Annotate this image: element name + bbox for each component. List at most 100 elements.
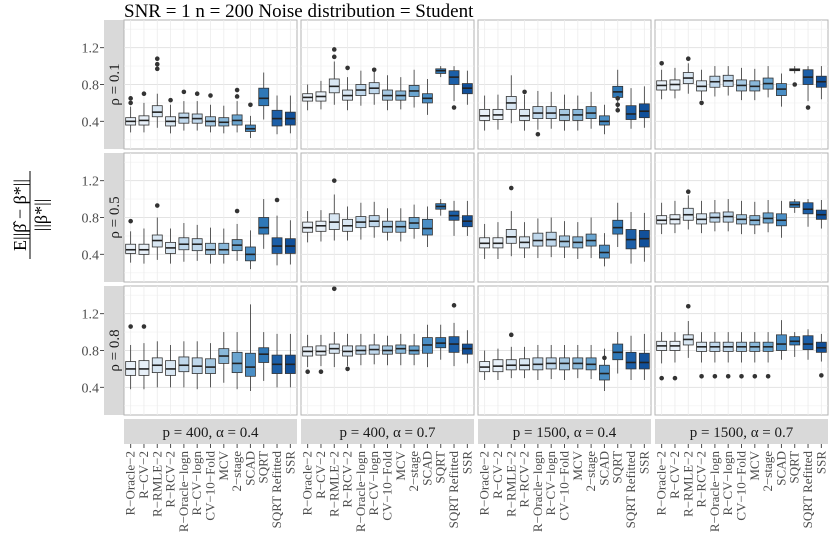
outlier-point [535,131,541,137]
outlier-point [451,303,457,308]
boxplot-R−CV−logn [722,66,734,96]
boxplot-SCAD [599,348,610,392]
outlier-point [659,375,664,381]
boxplot-2−stage [762,66,774,98]
outlier-point [699,374,704,379]
boxplot-SSR [638,86,650,128]
boxplot-R−CV−2 [492,94,504,130]
outlier-point [712,374,718,379]
box [165,360,176,376]
boxplot-2−stage [408,333,420,366]
boxplot-R−CV−logn [368,67,380,105]
outlier-point [274,197,280,203]
box [258,347,270,363]
boxplot-MCV [572,344,584,379]
y-tick-label: 0.4 [82,115,100,130]
column-strip-label: p = 1500, α = 0.4 [513,425,617,441]
boxplot-R−CV−2 [669,332,681,381]
boxplot-R−CV−logn [191,341,203,390]
x-tick-label: CV−10−Fold [380,451,395,521]
x-tick-label: R−CV−logn [543,451,558,516]
box [599,244,610,259]
outlier-point [128,100,133,106]
outlier-point [765,374,771,379]
boxplot-R−RMLE−2 [505,75,517,124]
outlier-point [248,102,253,108]
boxplot-R−Oracle−logn [355,70,367,106]
boxplot-MCV [749,332,761,379]
boxplot-R−RCV−2 [342,206,353,241]
y-tick-label: 0.8 [82,212,100,227]
x-tick-label: R−RCV−2 [517,451,532,508]
facet-panel [654,19,829,150]
row-strip-label: ρ = 0.1 [107,63,123,105]
row-strip [104,20,124,149]
boxplot-2−stage [408,69,420,108]
x-tick-label: SSR [459,451,474,474]
y-tick-label: 1.2 [82,42,100,57]
row-strip [104,153,124,282]
facet-panel [300,285,475,416]
facet-panel [477,19,652,150]
y-tick-label: 1.2 [82,308,100,323]
outlier-point [141,91,147,97]
boxplot-R−Oracle−2 [302,211,314,243]
outlier-point [345,366,350,372]
boxplot-R−RMLE−2 [682,189,694,230]
x-tick-label: R−RMLE−2 [149,451,164,517]
boxplot-R−CV−2 [492,222,504,259]
facet-panel [300,152,475,283]
boxplot-SQRT Refitted [802,66,814,110]
boxplot-SQRT Refitted [802,199,814,227]
boxplot-R−Oracle−2 [302,334,314,374]
boxplot-R−Oracle−2 [125,324,137,390]
boxplot-R−CV−2 [138,228,150,264]
outlier-point [305,369,310,374]
x-tick-label: R−CV−2 [136,451,151,499]
boxplot-SQRT [435,324,447,360]
boxplot-R−RMLE−2 [505,185,517,257]
outlier-point [371,67,377,73]
box [245,352,256,377]
boxplot-R−RMLE−2 [328,178,340,241]
boxplot-SQRT Refitted [271,95,283,135]
outlier-point [615,102,621,108]
x-tick-label: R−CV−logn [720,451,735,516]
boxplot-R−RCV−2 [342,333,353,372]
y-axis-label-text: E||β̂ − β*|| ||β*|| [10,171,51,259]
boxplot-R−RCV−2 [696,332,707,379]
column-strip-label: p = 1500, α = 0.7 [690,425,794,441]
y-tick-label: 0.8 [82,345,100,360]
boxplot-MCV [749,201,761,235]
boxplot-R−RCV−2 [519,222,530,259]
boxplot-SSR [638,333,650,380]
boxplot-R−CV−2 [669,67,681,99]
boxplot-SQRT Refitted [625,335,637,380]
column-strip-label: p = 400, α = 0.4 [162,425,259,441]
outlier-point [234,87,240,93]
outlier-point [331,47,337,52]
boxplot-R−RCV−2 [519,89,530,131]
outlier-point [451,105,457,110]
boxplot-SQRT [435,66,447,78]
boxplot-CV−10−Fold [205,93,216,133]
boxplot-MCV [749,68,761,101]
x-tick-label: R−CV−2 [490,451,505,499]
boxplot-CV−10−Fold [736,200,747,235]
y-tick-label: 0.8 [82,79,100,94]
box [315,345,327,356]
box [231,351,243,374]
facet-panel [300,19,475,150]
boxplot-2−stage [585,217,597,259]
boxplot-R−RCV−2 [165,97,176,134]
outlier-point [181,89,187,95]
x-tick-label: MCV [747,450,762,480]
x-tick-label: SQRT [787,451,802,484]
boxplot-SCAD [422,78,433,115]
box [479,108,491,121]
outlier-point [194,91,200,97]
boxplot-R−Oracle−logn [532,90,544,137]
outlier-point [659,61,664,66]
boxplot-MCV [572,222,584,259]
